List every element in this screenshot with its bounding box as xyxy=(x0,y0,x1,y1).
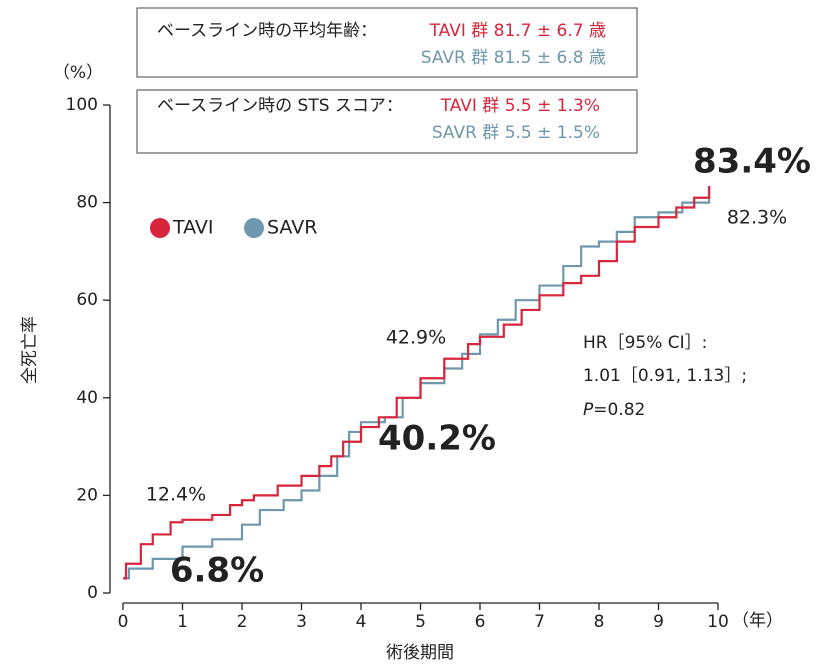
info-savr: SAVR 群 81.5 ± 6.8 歳 xyxy=(421,48,606,68)
info-label: ベースライン時の STS スコア： xyxy=(157,96,403,116)
legend-marker xyxy=(244,218,264,238)
stats: P=0.82 xyxy=(583,400,645,420)
info-box xyxy=(136,7,638,78)
y-tick-label: 20 xyxy=(76,485,98,505)
y-axis-label: 全死亡率 xyxy=(20,316,40,384)
info-savr: SAVR 群 5.5 ± 1.5% xyxy=(432,123,600,143)
x-tick-label: 8 xyxy=(594,612,605,632)
x-tick-label: 7 xyxy=(534,612,545,632)
annotation: 42.9% xyxy=(386,327,446,349)
x-tick-label: 4 xyxy=(356,612,367,632)
x-unit: （年） xyxy=(732,611,783,631)
y-tick-label: 80 xyxy=(76,193,98,213)
y-tick-label: 40 xyxy=(76,388,98,408)
x-tick-label: 0 xyxy=(118,612,129,632)
info-tavi: TAVI 群 81.7 ± 6.7 歳 xyxy=(429,21,606,41)
annotation: 40.2% xyxy=(378,419,496,459)
legend-label: TAVI xyxy=(172,217,214,239)
y-tick-label: 0 xyxy=(87,583,98,603)
legend-label: SAVR xyxy=(267,217,317,239)
y-tick-label: 100 xyxy=(66,95,98,115)
x-tick-label: 10 xyxy=(707,612,729,632)
y-tick-label: 60 xyxy=(76,290,98,310)
p-value: =0.82 xyxy=(593,400,645,420)
p-symbol: P xyxy=(583,400,594,420)
annotation: 6.8% xyxy=(170,551,264,591)
x-tick-label: 1 xyxy=(177,612,188,632)
km-curve xyxy=(123,186,711,580)
stats: HR［95% CI］: xyxy=(583,333,707,353)
x-tick-label: 9 xyxy=(653,612,664,632)
x-tick-label: 2 xyxy=(237,612,248,632)
annotation: 82.3% xyxy=(727,207,787,229)
x-tick-label: 3 xyxy=(296,612,307,632)
x-tick-label: 5 xyxy=(415,612,426,632)
info-label: ベースライン時の平均年齢： xyxy=(157,21,377,41)
legend-marker xyxy=(150,218,170,238)
info-tavi: TAVI 群 5.5 ± 1.3% xyxy=(440,96,600,116)
x-axis-label: 術後期間 xyxy=(386,643,454,663)
x-tick-label: 6 xyxy=(475,612,486,632)
annotation: 83.4% xyxy=(693,142,811,182)
info-box xyxy=(136,89,638,154)
annotation: 12.4% xyxy=(146,484,206,506)
y-unit: （%） xyxy=(53,63,103,83)
stats: 1.01［0.91, 1.13］; xyxy=(583,366,747,386)
